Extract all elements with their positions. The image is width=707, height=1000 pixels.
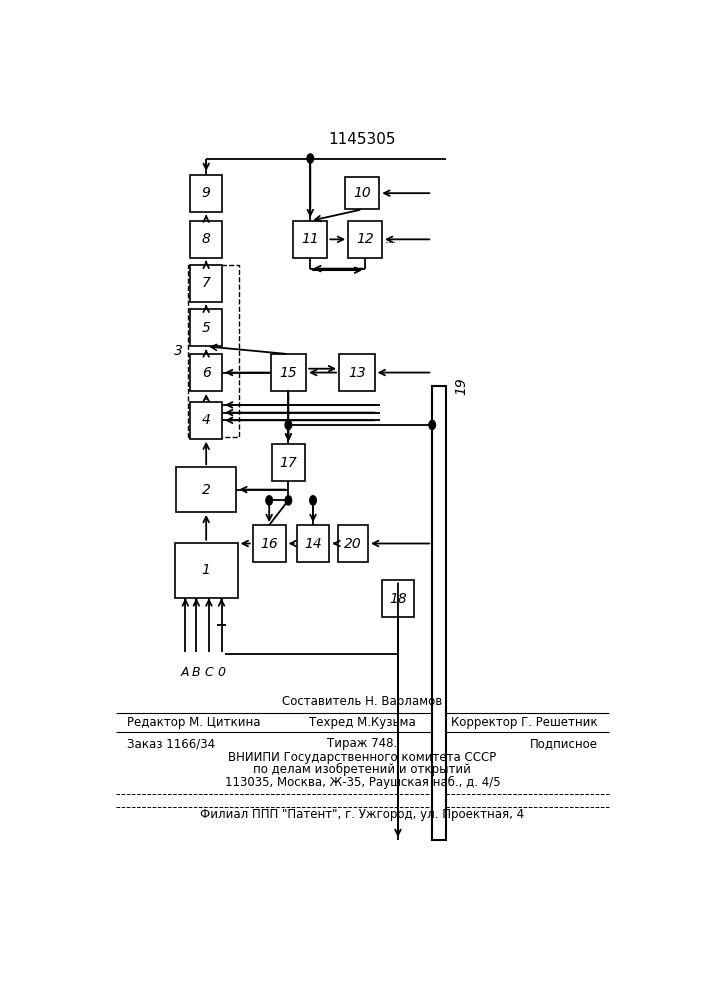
Text: 4: 4 — [201, 413, 211, 427]
Circle shape — [310, 496, 316, 505]
Text: 5: 5 — [201, 321, 211, 335]
Text: C: C — [204, 666, 214, 679]
Bar — [338, 525, 368, 562]
Bar — [175, 543, 238, 598]
Bar — [348, 221, 382, 258]
Bar — [190, 402, 222, 439]
Text: 9: 9 — [201, 186, 211, 200]
Text: Корректор Г. Решетник: Корректор Г. Решетник — [451, 716, 598, 729]
Text: Техред М.Кузьма: Техред М.Кузьма — [309, 716, 416, 729]
Text: 2: 2 — [201, 483, 211, 497]
Text: 6: 6 — [201, 366, 211, 380]
Bar — [345, 177, 380, 209]
Text: 19: 19 — [454, 377, 468, 395]
Bar — [190, 265, 222, 302]
Circle shape — [285, 420, 292, 430]
Text: 18: 18 — [389, 592, 407, 606]
Text: ...: ... — [385, 233, 397, 246]
Text: 20: 20 — [344, 536, 362, 550]
Text: 11: 11 — [301, 232, 319, 246]
Text: 3: 3 — [174, 344, 182, 358]
Text: 10: 10 — [354, 186, 371, 200]
Text: 8: 8 — [201, 232, 211, 246]
Bar — [297, 525, 329, 562]
Text: 12: 12 — [356, 232, 374, 246]
Bar — [190, 354, 222, 391]
Text: Заказ 1166/34: Заказ 1166/34 — [127, 737, 215, 750]
Bar — [293, 221, 327, 258]
Circle shape — [285, 496, 292, 505]
Text: Тираж 748.: Тираж 748. — [327, 737, 397, 750]
Text: Редактор М. Циткина: Редактор М. Циткина — [127, 716, 260, 729]
Text: 13: 13 — [348, 366, 366, 380]
Bar — [190, 309, 222, 346]
Bar — [190, 221, 222, 258]
Circle shape — [266, 496, 272, 505]
Bar — [188, 265, 238, 437]
Bar — [432, 386, 446, 840]
Text: B: B — [192, 666, 201, 679]
Text: 1145305: 1145305 — [329, 132, 396, 147]
Text: 17: 17 — [279, 456, 297, 470]
Text: Подписное: Подписное — [530, 737, 598, 750]
Text: 16: 16 — [260, 536, 278, 550]
Text: 0: 0 — [218, 666, 226, 679]
Text: Филиал ППП "Патент", г. Ужгород, ул. Проектная, 4: Филиал ППП "Патент", г. Ужгород, ул. Про… — [200, 808, 525, 821]
Bar — [271, 354, 306, 391]
Bar — [339, 354, 375, 391]
Text: 1: 1 — [201, 563, 211, 577]
Bar — [253, 525, 286, 562]
Text: A: A — [181, 666, 189, 679]
Circle shape — [429, 420, 436, 430]
Text: 7: 7 — [201, 276, 211, 290]
Text: Составитель Н. Варламов: Составитель Н. Варламов — [282, 695, 443, 708]
Bar — [272, 444, 305, 481]
Text: 15: 15 — [279, 366, 297, 380]
Text: ВНИИПИ Государственного комитета СССР: ВНИИПИ Государственного комитета СССР — [228, 751, 496, 764]
Bar — [382, 580, 414, 617]
Text: 113035, Москва, Ж-35, Раушская наб., д. 4/5: 113035, Москва, Ж-35, Раушская наб., д. … — [225, 776, 500, 789]
Circle shape — [307, 154, 314, 163]
Text: по делам изобретений и открытий: по делам изобретений и открытий — [253, 763, 472, 776]
Bar — [190, 175, 222, 212]
Bar — [176, 467, 236, 512]
Text: 14: 14 — [304, 536, 322, 550]
